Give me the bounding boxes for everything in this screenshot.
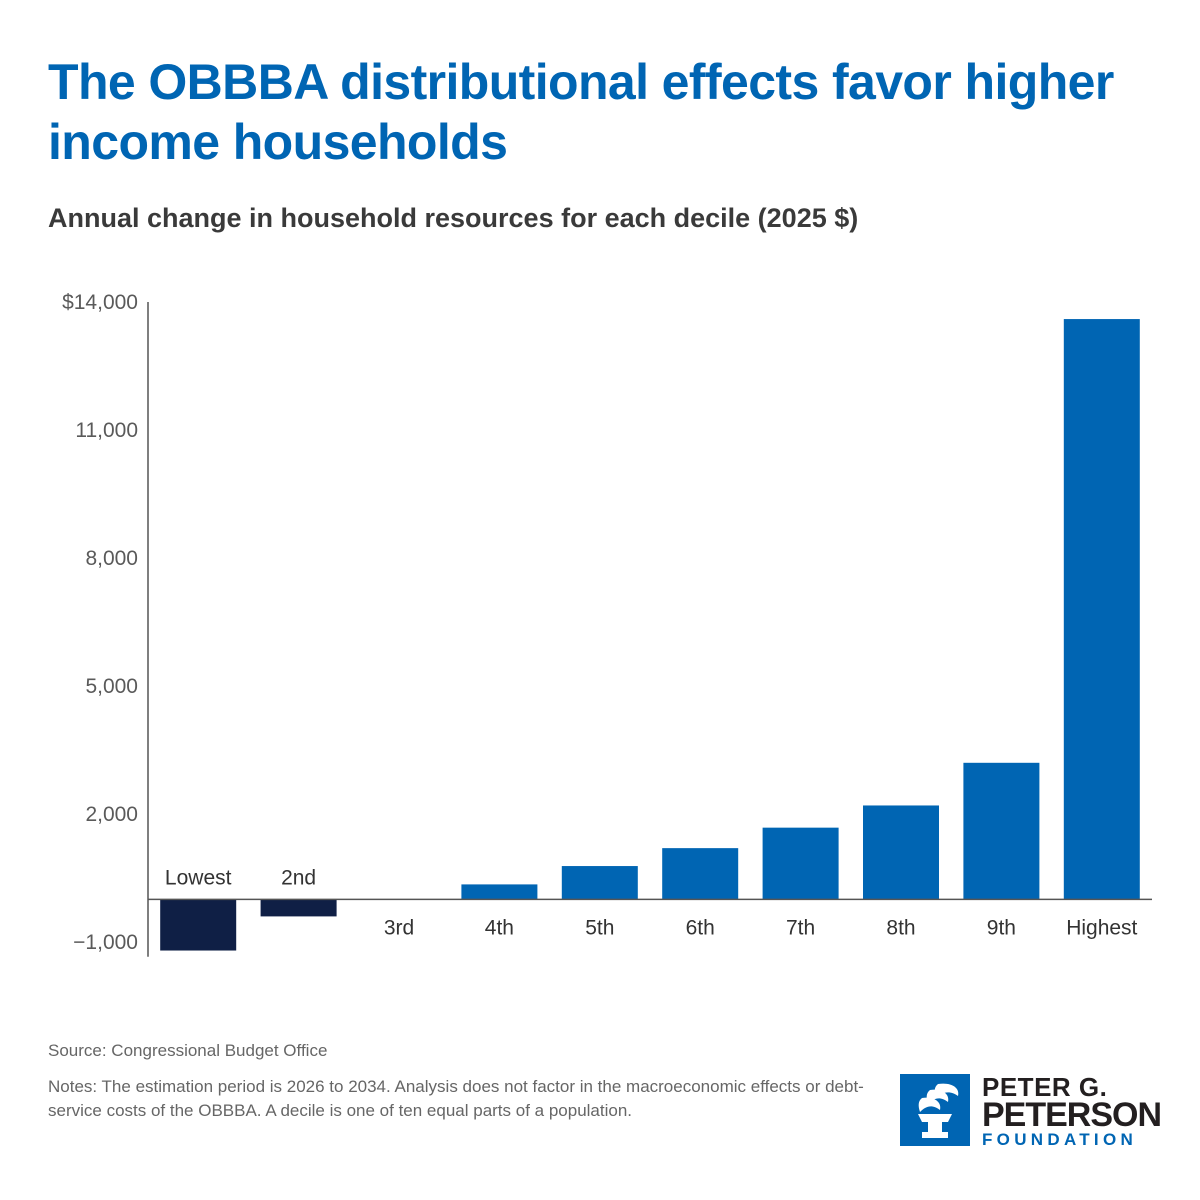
logo-line-peterson: PETERSON	[982, 1096, 1162, 1134]
y-tick-label: 2,000	[85, 803, 138, 826]
category-label: 4th	[485, 916, 514, 939]
y-tick-label: 8,000	[85, 547, 138, 570]
y-tick-label: $14,000	[62, 291, 138, 314]
chart-subtitle: Annual change in household resources for…	[48, 203, 859, 233]
category-label: 9th	[987, 916, 1016, 939]
page-title: The OBBBA distributional effects favor h…	[48, 54, 1114, 170]
bar-highest	[1063, 319, 1140, 900]
category-label: 7th	[786, 916, 815, 939]
bar-4th	[461, 884, 538, 900]
category-label: 2nd	[281, 866, 316, 889]
bar-8th	[863, 805, 939, 900]
logo-emblem	[900, 1074, 970, 1146]
peterson-foundation-logo: PETER G. PETERSON FOUNDATION	[900, 1074, 1162, 1150]
bars	[160, 319, 1140, 951]
bar-9th	[963, 762, 1040, 900]
y-axis-ticks: $14,000 11,000 8,000 5,000 2,000 −1,000	[62, 291, 138, 954]
category-label: Highest	[1066, 916, 1137, 939]
bar-6th	[662, 848, 739, 900]
bar-7th	[762, 827, 839, 900]
y-tick-label: 5,000	[85, 675, 138, 698]
notes-text: Notes: The estimation period is 2026 to …	[48, 1077, 864, 1120]
bar-2nd	[260, 899, 337, 917]
y-tick-label: −1,000	[73, 931, 138, 954]
torch-icon	[918, 1083, 959, 1138]
category-label: Lowest	[165, 866, 232, 889]
source-note: Source: Congressional Budget Office	[48, 1041, 328, 1060]
logo-line-foundation: FOUNDATION	[982, 1130, 1138, 1149]
bar-chart: $14,000 11,000 8,000 5,000 2,000 −1,000 Lowes…	[62, 291, 1152, 957]
category-label: 6th	[686, 916, 715, 939]
bar-5th	[561, 866, 638, 900]
y-tick-label: 11,000	[75, 419, 138, 442]
category-labels: Lowest 2nd 3rd 4th 5th 6th 7th 8th 9th Highest	[165, 866, 1138, 939]
bar-lowest	[160, 899, 237, 951]
category-label: 5th	[585, 916, 614, 939]
logo-line-peter: PETER G.	[982, 1072, 1108, 1102]
category-label: 8th	[886, 916, 915, 939]
category-label: 3rd	[384, 916, 414, 939]
logo-wordmark: PETER G. PETERSON FOUNDATION	[982, 1074, 1162, 1150]
